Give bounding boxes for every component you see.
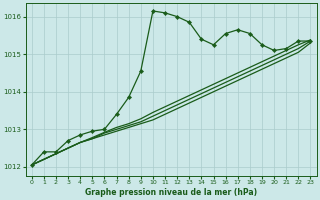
- X-axis label: Graphe pression niveau de la mer (hPa): Graphe pression niveau de la mer (hPa): [85, 188, 257, 197]
